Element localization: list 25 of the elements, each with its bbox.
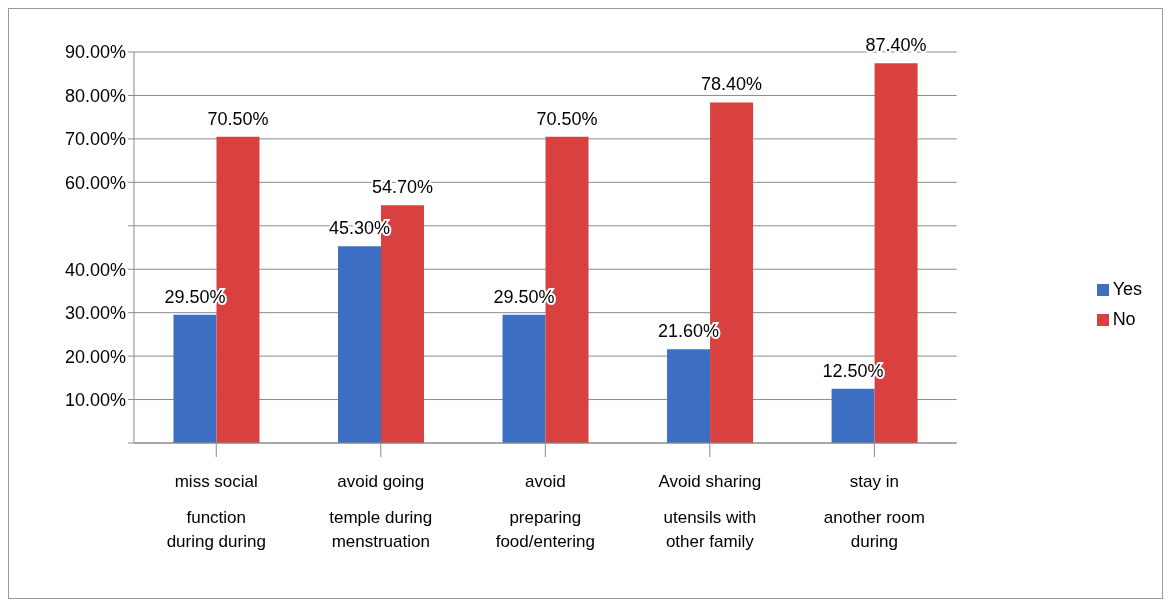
y-tick-label: 40.00%: [64, 259, 126, 280]
data-label: 70.50%: [207, 108, 269, 129]
data-label: 70.50%: [536, 108, 598, 129]
y-tick-label: 70.00%: [64, 129, 126, 150]
x-tick-label: Avoid sharing utensils with other family: [658, 472, 762, 551]
x-tick-label: avoid going temple during menstruation: [329, 472, 433, 551]
x-tick-label: stay in another room during: [823, 472, 925, 551]
bar: [667, 349, 711, 443]
y-tick-label: 60.00%: [64, 172, 126, 193]
x-tick-label: avoid preparing food/entering: [495, 472, 595, 551]
y-tick-label: 80.00%: [64, 85, 126, 106]
bar: [173, 314, 217, 443]
data-label: 87.40%: [865, 35, 927, 56]
x-tick-label: miss social function during during: [166, 472, 266, 551]
y-tick-label: 20.00%: [64, 346, 126, 367]
legend-label: No: [1112, 308, 1136, 329]
bar: [831, 388, 875, 443]
y-tick-label: 30.00%: [64, 303, 126, 324]
data-label: 54.70%: [371, 177, 434, 198]
bar: [502, 314, 546, 443]
y-tick-label: 90.00%: [64, 42, 126, 63]
data-label: 78.40%: [701, 74, 763, 95]
bar: [338, 246, 382, 443]
legend-label: Yes: [1112, 278, 1142, 299]
y-tick-label: 10.00%: [64, 389, 126, 410]
